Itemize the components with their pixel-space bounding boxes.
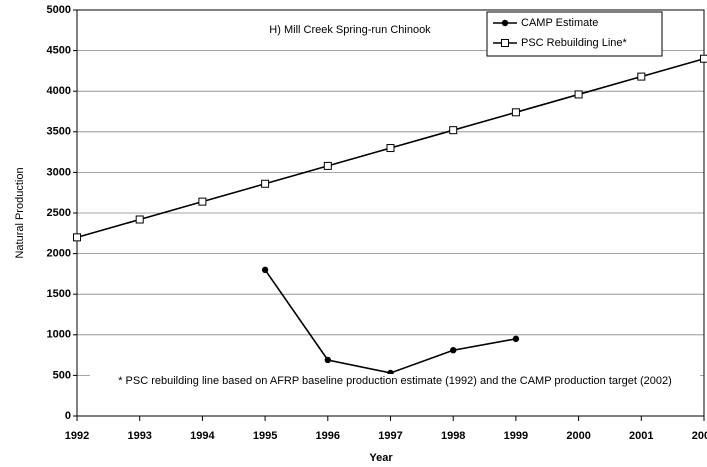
y-tick-label: 4000 [47, 85, 71, 97]
x-tick-label: 1999 [504, 430, 528, 442]
series-line [264, 269, 517, 374]
y-tick-label: 3000 [47, 166, 71, 178]
legend-marker [501, 39, 509, 47]
point [511, 108, 520, 117]
y-axis-title: Natural Production [14, 167, 26, 258]
y-tick-label: 4500 [47, 45, 71, 57]
point [386, 144, 395, 153]
x-axis-title: Year [369, 452, 393, 464]
point [324, 356, 331, 364]
point [198, 197, 207, 206]
legend-label: CAMP Estimate [521, 17, 598, 29]
point [449, 126, 458, 135]
y-tick-label: 3500 [47, 126, 71, 138]
x-tick-label: 1992 [65, 430, 89, 442]
point [261, 266, 269, 274]
x-tick-label: 1995 [253, 430, 277, 442]
y-tick-label: 1500 [47, 288, 71, 300]
x-tick-label: 1997 [378, 430, 402, 442]
y-tick-label: 500 [53, 369, 71, 381]
annotation: * PSC rebuilding line based on AFRP base… [90, 374, 700, 389]
plot-frame [76, 9, 705, 417]
y-tick-label: 1000 [47, 329, 71, 341]
point [637, 72, 646, 81]
y-tick-label: 5000 [47, 4, 71, 16]
x-tick-label: 1998 [441, 430, 465, 442]
y-tick-label: 0 [65, 410, 71, 422]
point [700, 54, 707, 63]
point [73, 233, 81, 242]
x-tick-label: 2000 [566, 430, 590, 442]
x-tick-label: 2001 [629, 430, 653, 442]
x-tick-label: 2002 [692, 430, 707, 442]
point [135, 215, 144, 224]
point [512, 335, 520, 343]
y-tick-label: 2500 [47, 207, 71, 219]
x-tick-label: 1993 [127, 430, 151, 442]
point [323, 161, 332, 170]
point [450, 347, 457, 354]
legend-label: PSC Rebuilding Line* [521, 37, 628, 49]
legend-marker [501, 19, 509, 27]
x-tick-label: 1996 [316, 430, 340, 442]
point [574, 90, 583, 99]
chart-title: H) Mill Creek Spring-run Chinook [269, 24, 431, 36]
y-tick-label: 2000 [47, 248, 71, 260]
x-tick-label: 1994 [190, 430, 215, 442]
point [261, 179, 270, 188]
legend-box [486, 11, 663, 57]
